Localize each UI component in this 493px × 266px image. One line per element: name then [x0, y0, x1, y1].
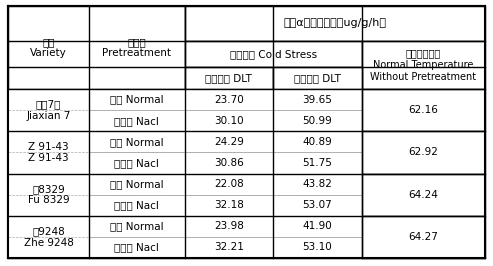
Text: 品种
Variety: 品种 Variety: [30, 37, 67, 58]
Bar: [8, 6, 184, 89]
Text: 51.75: 51.75: [303, 158, 332, 168]
Text: 64.24: 64.24: [408, 190, 438, 200]
Text: 30.10: 30.10: [214, 116, 244, 126]
Bar: [184, 67, 273, 89]
Bar: [362, 41, 485, 89]
Text: 预处理
Pretreatment: 预处理 Pretreatment: [103, 37, 172, 58]
Text: 低温胁迫 Cold Stress: 低温胁迫 Cold Stress: [230, 49, 317, 59]
Text: 32.21: 32.21: [214, 242, 244, 252]
Text: 辅8329
Fu 8329: 辅8329 Fu 8329: [28, 184, 70, 205]
Bar: [89, 89, 184, 110]
Text: 常温无预处理
Normal Temperature
Without Pretreatment: 常温无预处理 Normal Temperature Without Pretre…: [370, 48, 476, 82]
Bar: [184, 195, 273, 216]
Bar: [362, 173, 485, 216]
Text: 23.70: 23.70: [214, 94, 244, 105]
Bar: [89, 110, 184, 131]
Text: 62.16: 62.16: [408, 105, 438, 115]
Text: 24.29: 24.29: [214, 137, 244, 147]
Text: 64.27: 64.27: [408, 232, 438, 242]
Text: 氯化钓 Nacl: 氯化钓 Nacl: [114, 116, 159, 126]
Bar: [273, 152, 362, 173]
Bar: [362, 131, 485, 173]
Bar: [184, 110, 273, 131]
Bar: [273, 237, 362, 258]
Text: 41.90: 41.90: [303, 221, 332, 231]
Bar: [89, 237, 184, 258]
Text: 30.86: 30.86: [214, 158, 244, 168]
Text: 正常 Normal: 正常 Normal: [110, 221, 164, 231]
Bar: [184, 41, 362, 67]
Text: 常温测定 DLT: 常温测定 DLT: [294, 73, 341, 83]
Bar: [273, 67, 362, 89]
Bar: [89, 131, 184, 152]
Bar: [273, 195, 362, 216]
Text: 氯化钓 Nacl: 氯化钓 Nacl: [114, 200, 159, 210]
Text: 32.18: 32.18: [214, 200, 244, 210]
Text: 嘉醹7号
Jiaxian 7: 嘉醹7号 Jiaxian 7: [27, 99, 71, 121]
Bar: [184, 131, 273, 152]
Bar: [362, 89, 485, 131]
Bar: [273, 89, 362, 110]
Bar: [89, 152, 184, 173]
Text: 53.10: 53.10: [303, 242, 332, 252]
Bar: [184, 216, 273, 237]
Bar: [273, 173, 362, 195]
Text: 62.92: 62.92: [408, 147, 438, 157]
Bar: [362, 216, 485, 258]
Text: 氯化钓 Nacl: 氯化钓 Nacl: [114, 242, 159, 252]
Bar: [89, 216, 184, 237]
Text: 低温测定 DLT: 低温测定 DLT: [206, 73, 252, 83]
Bar: [184, 173, 273, 195]
Bar: [273, 110, 362, 131]
Text: Z 91-43
Z 91-43: Z 91-43 Z 91-43: [28, 142, 69, 163]
Bar: [184, 89, 273, 110]
Text: 23.98: 23.98: [214, 221, 244, 231]
Text: 39.65: 39.65: [303, 94, 332, 105]
Text: 氯化钓 Nacl: 氯化钓 Nacl: [114, 158, 159, 168]
Bar: [8, 131, 89, 173]
Bar: [184, 6, 485, 41]
Text: 正常 Normal: 正常 Normal: [110, 179, 164, 189]
Text: 正常 Normal: 正常 Normal: [110, 94, 164, 105]
Bar: [184, 152, 273, 173]
Text: 40.89: 40.89: [303, 137, 332, 147]
Bar: [89, 195, 184, 216]
Bar: [89, 173, 184, 195]
Bar: [8, 173, 89, 216]
Text: 枙9248
Zhe 9248: 枙9248 Zhe 9248: [24, 226, 73, 248]
Text: 22.08: 22.08: [214, 179, 244, 189]
Bar: [8, 216, 89, 258]
Text: 50.99: 50.99: [303, 116, 332, 126]
Text: 53.07: 53.07: [303, 200, 332, 210]
Bar: [273, 131, 362, 152]
Bar: [8, 89, 89, 131]
Bar: [273, 216, 362, 237]
Text: 正常 Normal: 正常 Normal: [110, 137, 164, 147]
Text: 43.82: 43.82: [303, 179, 332, 189]
Text: 鲜根α萍胺氧化量（ug/g/h）: 鲜根α萍胺氧化量（ug/g/h）: [283, 19, 387, 28]
Bar: [184, 237, 273, 258]
